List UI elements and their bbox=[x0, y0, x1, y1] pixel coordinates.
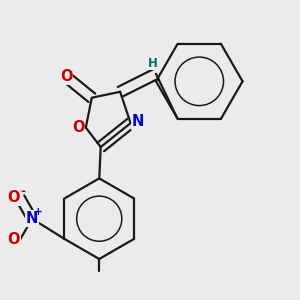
Text: O: O bbox=[7, 232, 20, 247]
Text: N: N bbox=[26, 211, 38, 226]
Text: O: O bbox=[72, 120, 85, 135]
Text: O: O bbox=[7, 190, 20, 205]
Text: N: N bbox=[132, 114, 144, 129]
Text: H: H bbox=[148, 57, 158, 70]
Text: -: - bbox=[21, 185, 26, 198]
Text: +: + bbox=[34, 207, 43, 217]
Text: O: O bbox=[60, 69, 73, 84]
